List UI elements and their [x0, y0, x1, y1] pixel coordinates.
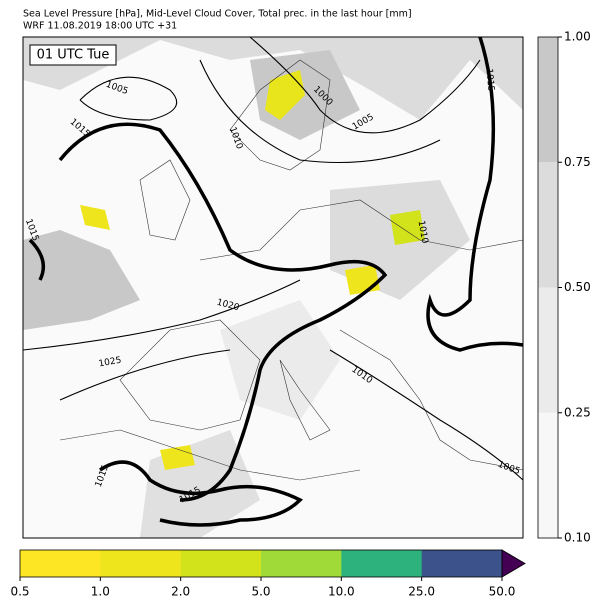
contour-label: 1010	[416, 220, 430, 245]
colorbar-tick-label: 0.10	[564, 531, 591, 545]
time-label: 01 UTC Tue	[37, 48, 110, 63]
colorbar-tick-label: 1.0	[91, 585, 110, 599]
title: Sea Level Pressure [hPa], Mid-Level Clou…	[23, 9, 412, 20]
colorbar-tick-label: 0.25	[564, 405, 591, 419]
contour-label: 1025	[98, 356, 122, 370]
colorbar-segment	[20, 550, 101, 577]
colorbar-tick-label: 10.0	[328, 585, 355, 599]
colorbar-tick-label: 2.0	[171, 585, 190, 599]
colorbar-extension	[501, 549, 526, 578]
colorbar-tick-label: 0.50	[564, 280, 591, 294]
colorbar-segment	[538, 287, 558, 413]
colorbar-tick-label: 5.0	[251, 585, 270, 599]
colorbar-tick-label: 25.0	[408, 585, 435, 599]
map: 01 UTC Tue 1005 1000 1005 1010 1015 1015…	[22, 36, 524, 539]
colorbar-segment	[538, 37, 558, 163]
colorbar-tick-label: 0.5	[10, 585, 29, 599]
colorbar-tick-label: 0.75	[564, 155, 591, 169]
colorbar-segment	[538, 162, 558, 288]
colorbar-tick-label: 50.0	[489, 585, 516, 599]
colorbar-tick-label: 1.00	[564, 30, 591, 44]
colorbar-segment	[538, 412, 558, 538]
contour-label: 1015	[484, 68, 496, 92]
colorbar-segment	[341, 550, 423, 577]
colorbar-segment	[100, 550, 182, 577]
subtitle: WRF 11.08.2019 18:00 UTC +31	[23, 21, 177, 32]
colorbar-segment	[261, 550, 342, 577]
colorbar-segment	[421, 550, 503, 577]
colorbar-segment	[180, 550, 262, 577]
